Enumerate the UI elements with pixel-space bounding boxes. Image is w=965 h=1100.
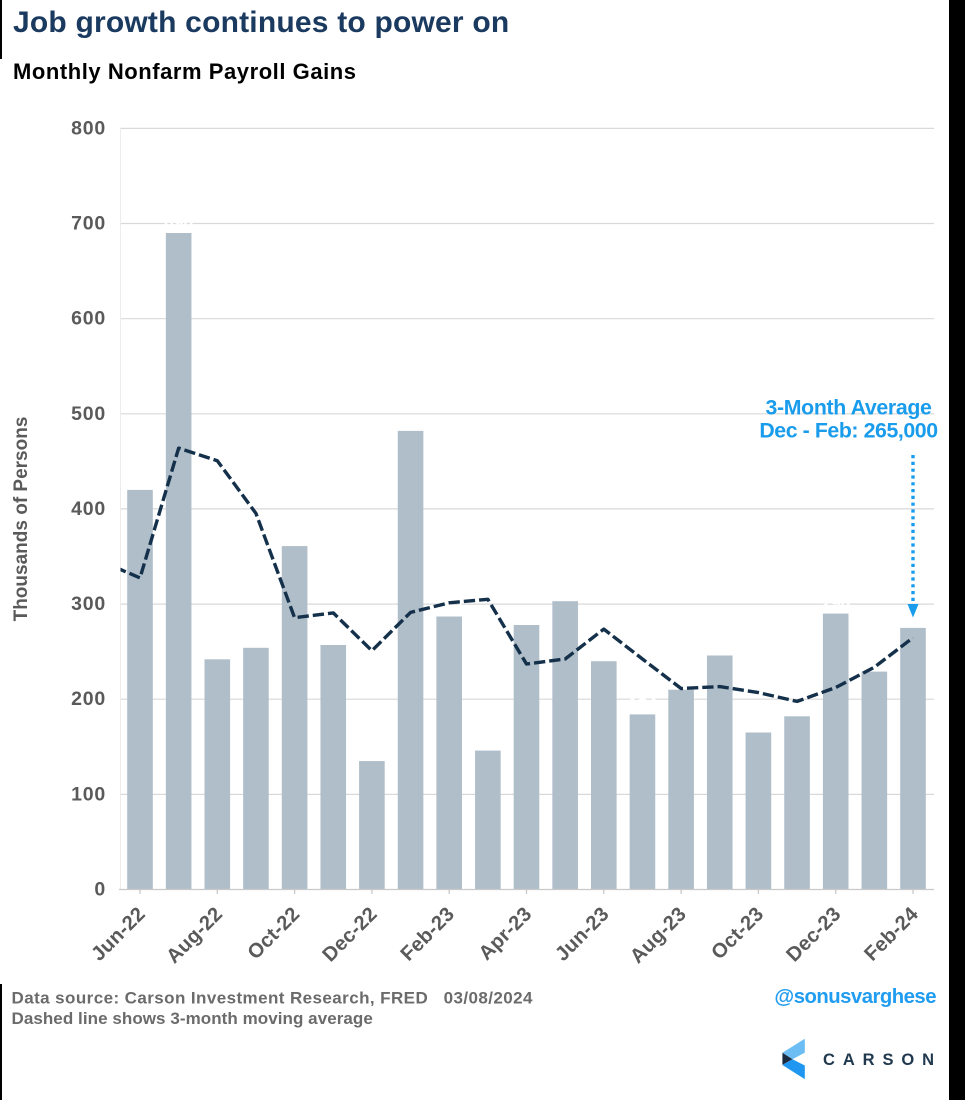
svg-text:Aug-23: Aug-23 bbox=[626, 903, 691, 968]
svg-text:700: 700 bbox=[71, 213, 106, 235]
svg-text:Oct-23: Oct-23 bbox=[707, 903, 768, 964]
svg-text:690: 690 bbox=[164, 213, 193, 233]
svg-text:0: 0 bbox=[94, 879, 106, 901]
svg-text:242: 242 bbox=[203, 639, 232, 659]
svg-text:400: 400 bbox=[71, 498, 106, 520]
svg-text:3-Month Average: 3-Month Average bbox=[766, 396, 932, 420]
svg-text:Jun-22: Jun-22 bbox=[87, 903, 149, 965]
svg-text:600: 600 bbox=[71, 308, 106, 330]
svg-text:482: 482 bbox=[396, 410, 425, 430]
svg-text:257: 257 bbox=[319, 625, 348, 645]
svg-text:500: 500 bbox=[71, 403, 106, 425]
svg-text:300: 300 bbox=[71, 593, 106, 615]
svg-text:Dec-23: Dec-23 bbox=[782, 903, 845, 966]
svg-text:Oct-22: Oct-22 bbox=[244, 903, 305, 964]
svg-text:361: 361 bbox=[280, 526, 309, 546]
svg-text:800: 800 bbox=[71, 117, 106, 139]
svg-text:240: 240 bbox=[589, 641, 618, 661]
svg-text:100: 100 bbox=[71, 783, 106, 805]
svg-text:Feb-23: Feb-23 bbox=[397, 903, 459, 965]
svg-text:246: 246 bbox=[705, 635, 734, 655]
svg-text:Dec - Feb: 265,000: Dec - Feb: 265,000 bbox=[759, 419, 937, 443]
svg-text:182: 182 bbox=[782, 696, 811, 716]
svg-text:290: 290 bbox=[821, 593, 850, 613]
svg-text:Jun-23: Jun-23 bbox=[551, 903, 613, 965]
svg-text:135: 135 bbox=[357, 741, 386, 761]
svg-text:184: 184 bbox=[628, 694, 657, 714]
svg-text:Thousands of Persons: Thousands of Persons bbox=[11, 417, 32, 622]
svg-text:@sonusvarghese: @sonusvarghese bbox=[774, 986, 936, 1008]
svg-text:229: 229 bbox=[860, 651, 889, 671]
svg-text:303: 303 bbox=[551, 581, 580, 601]
svg-text:275: 275 bbox=[898, 607, 927, 627]
svg-text:CARSON: CARSON bbox=[823, 1051, 942, 1069]
svg-text:Feb-24: Feb-24 bbox=[860, 903, 923, 966]
svg-text:Aug-22: Aug-22 bbox=[162, 903, 227, 968]
svg-text:278: 278 bbox=[512, 605, 541, 625]
svg-text:165: 165 bbox=[744, 712, 773, 732]
svg-text:254: 254 bbox=[241, 627, 270, 647]
svg-text:Apr-23: Apr-23 bbox=[475, 903, 537, 965]
svg-text:Dashed line shows 3-month movi: Dashed line shows 3-month moving average bbox=[12, 1009, 373, 1028]
svg-text:Dec-22: Dec-22 bbox=[319, 903, 382, 966]
svg-text:200: 200 bbox=[71, 688, 106, 710]
svg-text:Data source: Carson Investment: Data source: Carson Investment Research,… bbox=[12, 989, 533, 1008]
svg-text:146: 146 bbox=[473, 730, 502, 750]
svg-text:420: 420 bbox=[125, 469, 154, 489]
